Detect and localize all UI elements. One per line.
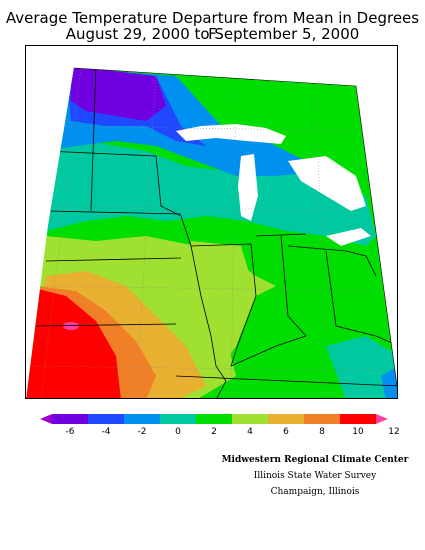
map-canvas	[26, 46, 397, 398]
credit-center: Midwestern Regional Climate Center	[221, 455, 409, 465]
legend-tick-label: 6	[283, 427, 289, 437]
legend-color-swatch	[232, 414, 268, 424]
legend-tick-label: 10	[352, 427, 364, 437]
credit-survey: Illinois State Water Survey	[253, 471, 377, 481]
legend-tick-label: 4	[247, 427, 253, 437]
legend-tick-label: -2	[137, 427, 147, 437]
legend-tick-label: 12	[388, 427, 400, 437]
legend-color-swatch	[196, 414, 232, 424]
map-title: Average Temperature Departure from Mean …	[5, 9, 420, 43]
temperature-departure-map	[25, 45, 398, 399]
legend-arrow-right	[376, 414, 388, 424]
legend-tick-label: 0	[175, 427, 181, 437]
legend-tick-label: -4	[101, 427, 111, 437]
legend-tick-label: -6	[65, 427, 75, 437]
legend-color-swatch	[124, 414, 160, 424]
legend-color-swatch	[268, 414, 304, 424]
legend-color-swatch	[304, 414, 340, 424]
legend-arrow-left	[40, 414, 52, 424]
legend-color-swatch	[160, 414, 196, 424]
legend-tick-label: 2	[211, 427, 217, 437]
credit-location: Champaign, Illinois	[270, 487, 360, 497]
legend-color-swatch	[52, 414, 88, 424]
legend-color-swatch	[88, 414, 124, 424]
map-subtitle-date-range: August 29, 2000 to September 5, 2000	[65, 25, 360, 43]
color-scale-legend	[40, 414, 388, 424]
legend-color-swatch	[340, 414, 376, 424]
legend-tick-label: 8	[319, 427, 325, 437]
